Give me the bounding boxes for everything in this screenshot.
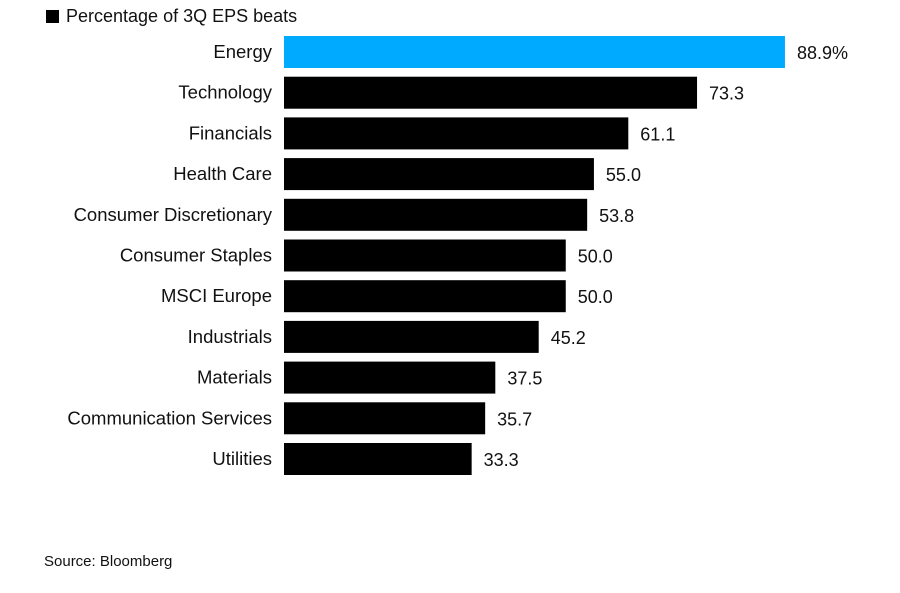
value-labels-group: 88.9% 73.3 61.1 55.0 53.8 50.0 50.0 45.2 37.5 35.… bbox=[484, 43, 848, 470]
bar-communication-services bbox=[284, 402, 486, 435]
category-label: Consumer Discretionary bbox=[74, 204, 273, 225]
value-label: 37.5 bbox=[507, 369, 542, 389]
category-label: Materials bbox=[197, 367, 272, 388]
value-label: 53.8 bbox=[599, 206, 634, 226]
value-label: 50.0 bbox=[578, 287, 613, 307]
bar-technology bbox=[284, 76, 698, 109]
source-note: Source: Bloomberg bbox=[44, 553, 173, 570]
bar-materials bbox=[284, 361, 496, 394]
category-label: Utilities bbox=[212, 448, 272, 469]
category-label: Health Care bbox=[173, 163, 272, 184]
bar-msci-europe bbox=[284, 280, 566, 313]
value-label: 35.7 bbox=[497, 409, 532, 429]
bar-energy bbox=[284, 36, 785, 68]
legend-label: Percentage of 3Q EPS beats bbox=[66, 6, 298, 26]
bar-industrials bbox=[284, 320, 539, 353]
value-label: 73.3 bbox=[709, 84, 744, 104]
bar-consumer-discretionary bbox=[284, 198, 588, 231]
category-label: Technology bbox=[178, 82, 272, 103]
category-label: Communication Services bbox=[67, 407, 272, 428]
value-label: 61.1 bbox=[640, 124, 675, 144]
bars-group bbox=[284, 36, 785, 475]
category-label: Consumer Staples bbox=[120, 245, 272, 266]
bar-consumer-staples bbox=[284, 239, 566, 272]
bar-utilities bbox=[284, 443, 472, 475]
legend-swatch bbox=[46, 10, 59, 23]
bar-financials bbox=[284, 117, 629, 150]
legend: Percentage of 3Q EPS beats bbox=[46, 6, 297, 27]
category-labels-group: Energy Technology Financials Health Care Con… bbox=[67, 41, 272, 469]
value-label: 88.9% bbox=[797, 43, 848, 63]
category-label: Industrials bbox=[188, 326, 272, 347]
category-label: MSCI Europe bbox=[161, 285, 272, 306]
category-label: Energy bbox=[213, 41, 272, 62]
value-label: 33.3 bbox=[484, 450, 519, 470]
value-label: 45.2 bbox=[551, 328, 586, 348]
category-label: Financials bbox=[189, 122, 272, 143]
value-label: 55.0 bbox=[606, 165, 641, 185]
value-label: 50.0 bbox=[578, 247, 613, 267]
bar-health-care bbox=[284, 158, 594, 191]
